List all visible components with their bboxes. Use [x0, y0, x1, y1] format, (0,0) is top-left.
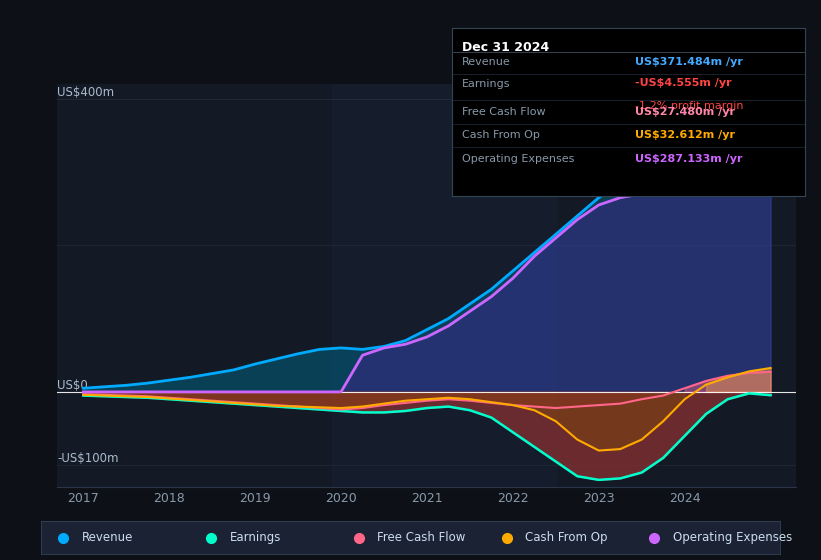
Bar	[333, 84, 556, 487]
Text: US$287.133m /yr: US$287.133m /yr	[635, 154, 743, 164]
Text: Earnings: Earnings	[462, 80, 511, 89]
Text: US$400m: US$400m	[57, 86, 115, 99]
Text: Revenue: Revenue	[462, 57, 511, 67]
Text: Free Cash Flow: Free Cash Flow	[462, 107, 546, 117]
Text: US$27.480m /yr: US$27.480m /yr	[635, 107, 735, 117]
Text: Cash From Op: Cash From Op	[462, 130, 540, 139]
Text: -US$4.555m /yr: -US$4.555m /yr	[635, 78, 732, 88]
Text: Operating Expenses: Operating Expenses	[462, 154, 575, 164]
Text: US$32.612m /yr: US$32.612m /yr	[635, 130, 735, 139]
Text: US$0: US$0	[57, 379, 88, 392]
Text: Operating Expenses: Operating Expenses	[673, 531, 792, 544]
Text: Free Cash Flow: Free Cash Flow	[378, 531, 466, 544]
Text: Dec 31 2024: Dec 31 2024	[462, 41, 549, 54]
Text: -1.2% profit margin: -1.2% profit margin	[635, 101, 744, 111]
Text: Earnings: Earnings	[230, 531, 281, 544]
Text: Cash From Op: Cash From Op	[525, 531, 608, 544]
Text: US$371.484m /yr: US$371.484m /yr	[635, 57, 743, 67]
Text: Revenue: Revenue	[82, 531, 133, 544]
Text: -US$100m: -US$100m	[57, 452, 119, 465]
